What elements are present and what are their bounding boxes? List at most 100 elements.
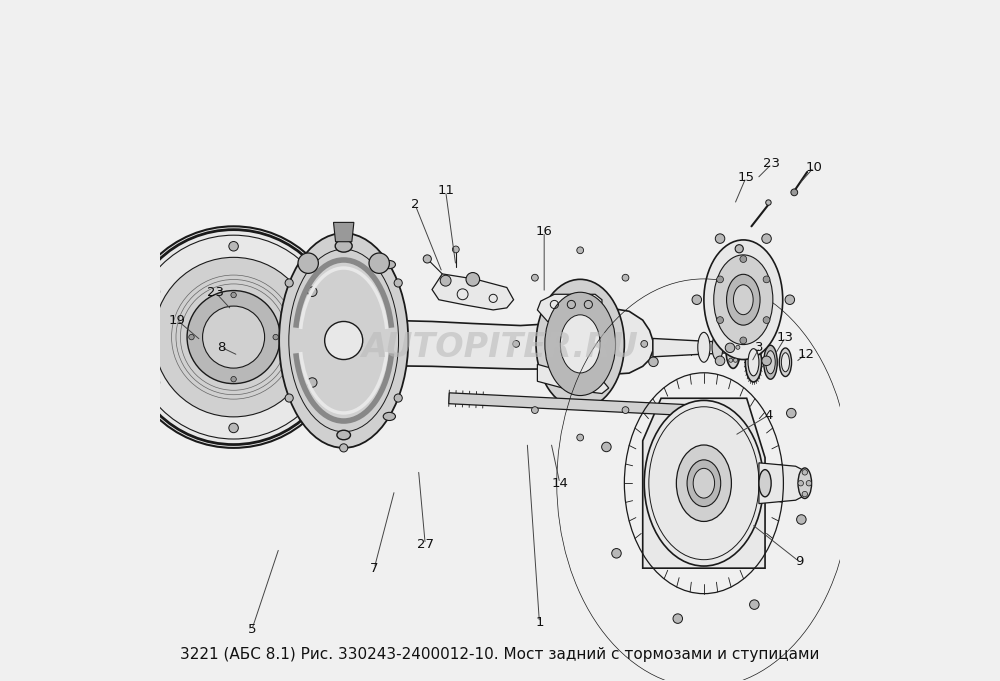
Text: 23: 23 [763,157,780,170]
Circle shape [785,295,795,304]
Circle shape [452,246,459,253]
Circle shape [649,357,658,366]
Text: 15: 15 [738,171,755,184]
Text: 7: 7 [370,562,379,575]
Circle shape [763,317,770,323]
Circle shape [802,470,808,475]
Circle shape [577,434,584,441]
Circle shape [466,272,480,286]
Ellipse shape [759,470,771,497]
Circle shape [340,229,348,237]
Text: AUTOPITER.RU: AUTOPITER.RU [362,331,638,364]
Circle shape [725,343,735,353]
Text: 9: 9 [795,555,803,568]
Ellipse shape [383,413,395,420]
Ellipse shape [779,348,792,377]
Text: 11: 11 [437,185,454,197]
Text: 13: 13 [777,330,794,344]
Circle shape [325,321,363,360]
Circle shape [726,345,730,349]
Ellipse shape [698,332,710,362]
Polygon shape [643,398,765,568]
Circle shape [733,358,738,362]
Circle shape [791,189,798,195]
Text: 3221 (АБС 8.1) Рис. 330243-2400012-10. Мост задний с тормозами и ступицами: 3221 (АБС 8.1) Рис. 330243-2400012-10. М… [180,647,820,662]
Circle shape [394,279,402,287]
Ellipse shape [764,345,777,379]
Circle shape [440,275,451,286]
Circle shape [229,423,238,432]
Ellipse shape [687,460,721,507]
Circle shape [150,287,160,296]
Circle shape [532,274,538,281]
Circle shape [797,515,806,524]
Circle shape [715,356,725,366]
Circle shape [394,394,402,402]
Ellipse shape [298,253,318,273]
Text: 23: 23 [207,287,224,300]
Text: 8: 8 [217,340,226,354]
Ellipse shape [536,279,624,409]
Circle shape [273,334,278,340]
Circle shape [735,244,743,253]
Ellipse shape [745,343,762,382]
Ellipse shape [726,326,741,368]
Circle shape [189,334,194,340]
Text: 10: 10 [806,161,822,174]
Circle shape [602,442,611,452]
Circle shape [736,345,740,349]
Ellipse shape [369,253,389,273]
Ellipse shape [712,334,723,360]
Circle shape [285,394,293,402]
Circle shape [733,332,738,336]
Circle shape [340,444,348,452]
Circle shape [203,306,265,368]
Circle shape [750,600,759,609]
Polygon shape [537,294,602,321]
Circle shape [641,340,648,347]
Ellipse shape [748,349,759,376]
Text: 1: 1 [535,616,544,629]
Ellipse shape [727,274,760,325]
Circle shape [798,481,803,486]
Ellipse shape [676,445,731,522]
Text: 12: 12 [797,347,814,361]
Circle shape [762,234,771,243]
Circle shape [740,337,747,344]
Circle shape [717,276,723,283]
Circle shape [513,340,520,347]
Circle shape [762,356,771,366]
Circle shape [612,549,621,558]
Text: 2: 2 [411,198,419,211]
Ellipse shape [560,315,600,373]
Circle shape [231,377,236,382]
Ellipse shape [733,285,753,315]
Circle shape [532,407,538,413]
Ellipse shape [335,240,352,252]
Ellipse shape [644,400,764,566]
Text: 14: 14 [551,477,568,490]
Circle shape [229,242,238,251]
Polygon shape [449,393,723,417]
Circle shape [717,317,723,323]
Circle shape [802,492,808,497]
Ellipse shape [383,261,395,268]
Polygon shape [537,364,609,394]
Polygon shape [354,308,653,375]
Ellipse shape [545,292,616,396]
Circle shape [622,274,629,281]
Circle shape [787,409,796,418]
Text: 27: 27 [417,538,434,551]
Text: 3: 3 [755,340,764,354]
Circle shape [308,287,317,296]
Circle shape [763,276,770,283]
Polygon shape [333,223,354,242]
Circle shape [729,358,733,362]
Circle shape [423,255,431,263]
Circle shape [740,255,747,262]
Circle shape [123,226,344,448]
Circle shape [308,378,317,387]
Circle shape [806,481,812,486]
Text: 5: 5 [248,623,256,636]
Text: 19: 19 [169,314,186,327]
